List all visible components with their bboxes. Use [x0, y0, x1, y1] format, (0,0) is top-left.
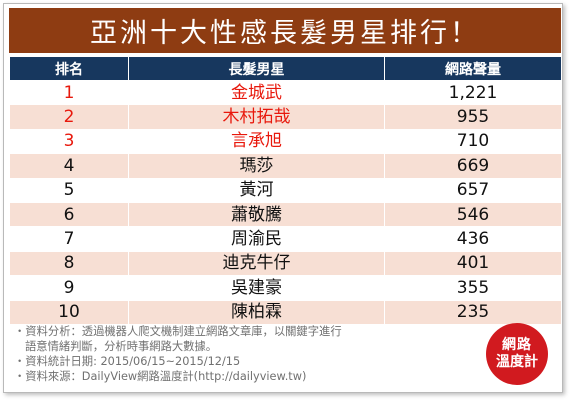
table-row: 5 黃河 657	[9, 177, 562, 203]
volume-cell: 955	[384, 104, 562, 130]
volume-cell: 235	[384, 299, 562, 325]
table-header-row: 排名 長髮男星 網路聲量	[9, 56, 562, 81]
name-cell: 吳建豪	[128, 275, 385, 301]
name-cell: 蕭敬騰	[128, 201, 385, 228]
header-name: 長髮男星	[128, 56, 385, 81]
table-row: 2 木村拓哉 955	[9, 104, 562, 130]
volume-cell: 1,221	[384, 79, 562, 106]
name-cell: 金城武	[128, 79, 385, 106]
volume-cell: 401	[384, 250, 562, 277]
volume-cell: 657	[384, 177, 562, 203]
volume-cell: 669	[384, 153, 562, 179]
dailyview-logo: 網路 溫度計	[486, 323, 548, 385]
table-row: 10 陳柏霖 235	[9, 299, 562, 325]
table-row: 6 蕭敬騰 546	[9, 201, 562, 228]
table-row: 8 迪克牛仔 401	[9, 250, 562, 277]
name-cell: 言承旭	[128, 128, 385, 155]
rank-cell: 6	[9, 201, 129, 228]
table-row: 4 瑪莎 669	[9, 153, 562, 179]
rank-cell: 4	[9, 153, 129, 179]
volume-cell: 710	[384, 128, 562, 155]
table-row: 1 金城武 1,221	[9, 79, 562, 106]
chart-title: 亞洲十大性感長髮男星排行！	[9, 8, 561, 53]
table-body: 1 金城武 1,221 2 木村拓哉 955 3 言承旭 710 4 瑪莎 669 5 黃河 657 6 蕭敬騰…	[9, 79, 562, 325]
rank-cell: 2	[9, 104, 129, 130]
name-cell: 木村拓哉	[128, 104, 385, 130]
name-cell: 迪克牛仔	[128, 250, 385, 277]
name-cell: 黃河	[128, 177, 385, 203]
rank-cell: 10	[9, 299, 129, 325]
table-row: 9 吳建豪 355	[9, 275, 562, 301]
rank-cell: 5	[9, 177, 129, 203]
volume-cell: 436	[384, 226, 562, 252]
table-row: 7 周渝民 436	[9, 226, 562, 252]
rank-cell: 7	[9, 226, 129, 252]
volume-cell: 546	[384, 201, 562, 228]
ranking-table: 排名 長髮男星 網路聲量 1 金城武 1,221 2 木村拓哉 955 3 言承旭 710 4 瑪莎…	[9, 56, 562, 325]
name-cell: 陳柏霖	[128, 299, 385, 325]
footnote-date: ・資料統計日期: 2015/06/15~2015/12/15	[14, 355, 241, 368]
rank-cell: 8	[9, 250, 129, 277]
table-row: 3 言承旭 710	[9, 128, 562, 155]
footnote-analysis: ・資料分析：透過機器人爬文機制建立網路文章庫，以關鍵字進行	[14, 325, 342, 338]
header-volume: 網路聲量	[384, 56, 562, 81]
name-cell: 周渝民	[128, 226, 385, 252]
rank-cell: 3	[9, 128, 129, 155]
rank-cell: 1	[9, 79, 129, 106]
logo-text-line2: 溫度計	[496, 354, 538, 370]
logo-text-line1: 網路	[502, 337, 532, 353]
rank-cell: 9	[9, 275, 129, 301]
footnotes: ・資料分析：透過機器人爬文機制建立網路文章庫，以關鍵字進行 語意情緒判斷，分析時…	[14, 324, 444, 384]
volume-cell: 355	[384, 275, 562, 301]
name-cell: 瑪莎	[128, 153, 385, 179]
header-rank: 排名	[9, 56, 129, 81]
footnote-source: ・資料來源：DailyView網路溫度計(http://dailyview.tw…	[14, 370, 307, 383]
footnote-analysis-cont: 語意情緒判斷，分析時事網路大數據。	[25, 340, 218, 353]
